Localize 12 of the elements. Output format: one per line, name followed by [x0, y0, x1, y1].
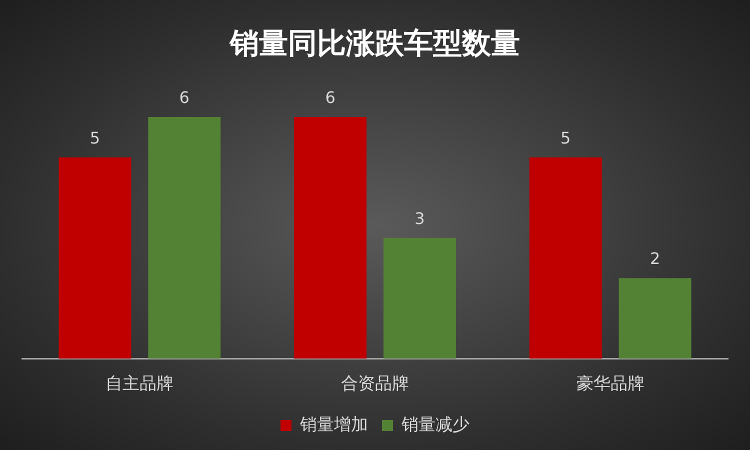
legend-label: 销量减少 — [400, 414, 470, 435]
x-tick-label: 自主品牌 — [106, 374, 174, 394]
legend-label: 销量增加 — [299, 414, 368, 435]
data-label: 2 — [650, 249, 660, 268]
data-label: 6 — [179, 88, 190, 108]
data-label: 6 — [325, 88, 336, 108]
data-label: 5 — [560, 128, 571, 148]
data-label: 5 — [90, 128, 100, 148]
x-tick-label: 豪华品牌 — [576, 374, 644, 394]
chart-title: 销量同比涨跌车型数量 — [228, 26, 520, 60]
x-tick-label: 合资品牌 — [341, 374, 409, 394]
data-label: 3 — [414, 208, 425, 228]
